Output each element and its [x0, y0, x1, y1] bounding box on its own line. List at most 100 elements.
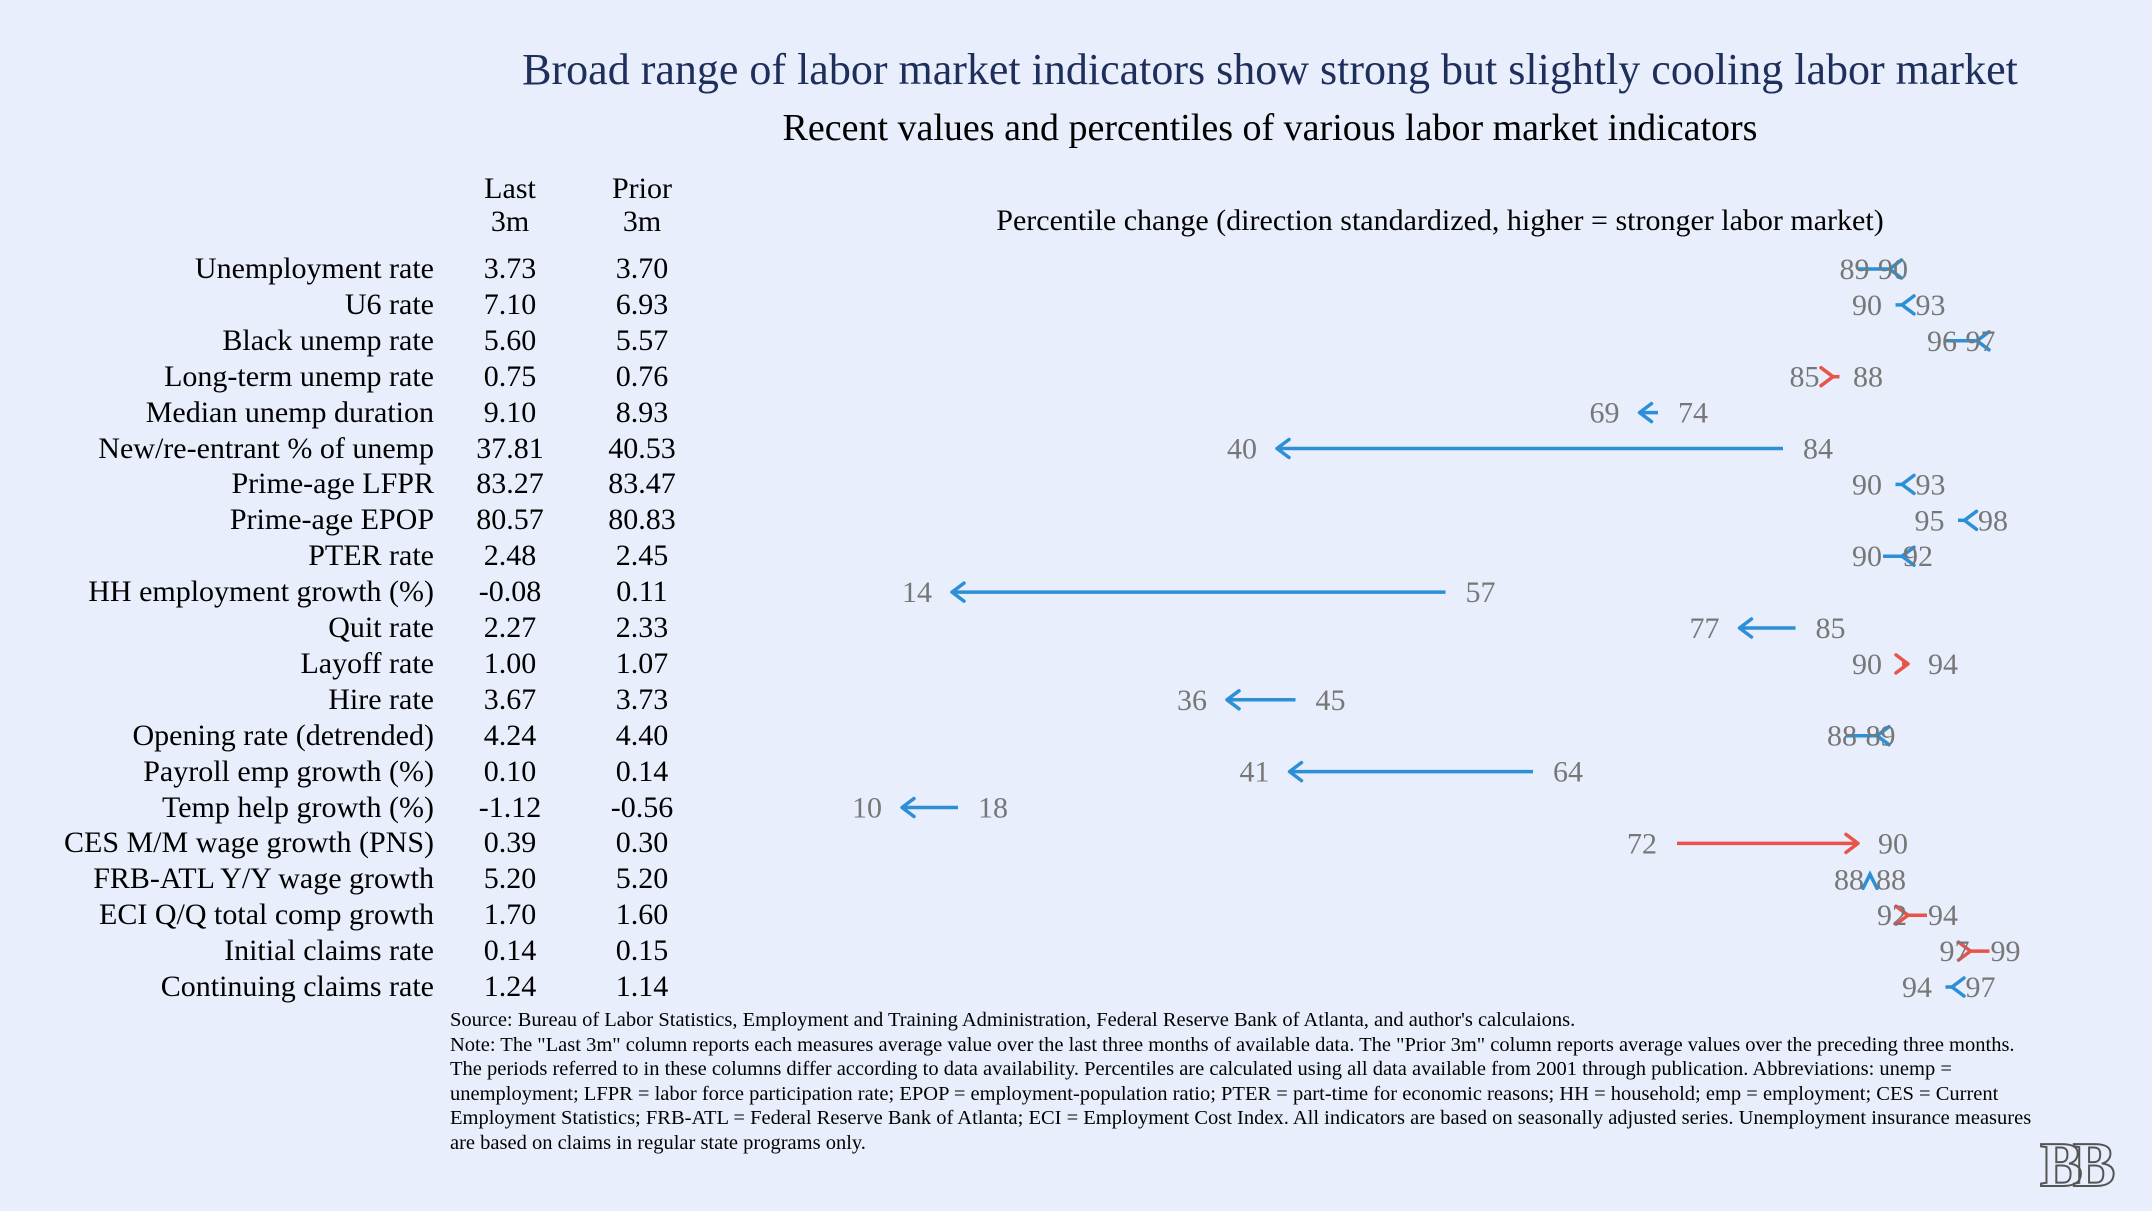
- percentile-prior-label: 64: [1553, 756, 1583, 789]
- no-change-marker: [1861, 870, 1879, 891]
- prior-3m-value: 6.93: [615, 287, 669, 321]
- arrow-head: [1956, 940, 1973, 962]
- arrow-head: [1275, 437, 1291, 460]
- arrow-head: [1950, 976, 1966, 998]
- prior-3m-value: 3.70: [615, 252, 669, 285]
- prior-3m-value: 80.83: [608, 503, 676, 537]
- percentile-prior-label: 45: [1316, 684, 1346, 717]
- indicator-label: U6 rate: [344, 287, 434, 321]
- percentile-last-label: 94: [1902, 971, 1932, 1004]
- indicator-label: Long-term unemp rate: [164, 359, 434, 393]
- table-row: FRB-ATL Y/Y wage growth 5.20 5.20: [0, 861, 700, 897]
- indicator-label: CES M/M wage growth (PNS): [63, 826, 434, 860]
- indicator-label: Prime-age LFPR: [231, 467, 435, 501]
- source-note: Source: Bureau of Labor Statistics, Empl…: [450, 1009, 1576, 1031]
- table-row: Opening rate (detrended) 4.24 4.40: [0, 718, 700, 754]
- last-3m-value: 5.20: [483, 862, 537, 896]
- indicator-label: Prime-age EPOP: [229, 503, 434, 537]
- last-3m-value: 5.60: [483, 323, 537, 357]
- percentile-prior-label: 89: [1866, 720, 1896, 753]
- table-row: HH employment growth (%) -0.08 0.11: [0, 574, 700, 610]
- percentile-prior-label: 98: [1978, 504, 2008, 537]
- last-3m-value: 3.67: [483, 682, 537, 716]
- prior-3m-value: 1.14: [615, 970, 669, 1003]
- last-3m-value: 3.73: [483, 252, 537, 285]
- arrow-head: [1225, 689, 1241, 711]
- percentile-last-label: 89: [1840, 253, 1870, 286]
- percentile-last-label: 14: [902, 576, 932, 609]
- table-row: Temp help growth (%) -1.12 -0.56: [0, 790, 700, 826]
- arrow-head: [1894, 653, 1910, 675]
- percentile-last-label: 88: [1853, 361, 1883, 394]
- last-3m-value: 1.00: [483, 646, 537, 680]
- prior-3m-value: 0.76: [615, 359, 669, 393]
- percentile-prior-label: 97: [1966, 971, 1996, 1004]
- indicator-label: HH employment growth (%): [88, 575, 434, 609]
- last-3m-value: 2.27: [483, 611, 537, 644]
- prior-3m-value: 3.73: [615, 682, 669, 716]
- percentile-last-label: 90: [1852, 468, 1882, 501]
- table-row: Layoff rate 1.00 1.07: [0, 646, 700, 682]
- table-row: Prime-age LFPR 83.27 83.47: [0, 466, 700, 502]
- prior-3m-value: 1.60: [615, 898, 669, 932]
- percentile-prior-label: 85: [1816, 612, 1846, 645]
- table-row: Initial claims rate 0.14 0.15: [0, 933, 700, 969]
- arrow-head: [900, 796, 916, 819]
- last-3m-value: -1.12: [478, 790, 542, 824]
- percentile-last-label: 69: [1590, 397, 1620, 430]
- last-3m-value: 83.27: [476, 467, 544, 501]
- prior-3m-value: 8.93: [615, 395, 669, 429]
- prior-3m-value: 1.07: [615, 646, 669, 680]
- table-row: Quit rate 2.27 2.33: [0, 610, 700, 646]
- percentile-prior-label: 97: [1940, 935, 1970, 968]
- last-3m-value: 4.24: [483, 718, 537, 752]
- arrow-head: [1962, 509, 1979, 532]
- percentile-last-label: 90: [1852, 289, 1882, 322]
- table-row: Black unemp rate 5.60 5.57: [0, 323, 700, 359]
- indicator-label: Unemployment rate: [194, 252, 434, 285]
- table-row: Hire rate 3.67 3.73: [0, 682, 700, 718]
- last-3m-value: 0.75: [483, 359, 537, 393]
- prior-3m-value: 4.40: [615, 718, 669, 752]
- percentile-last-label: 40: [1227, 433, 1257, 466]
- percentile-prior-label: 72: [1627, 827, 1657, 860]
- percentile-last-label: 94: [1928, 899, 1958, 932]
- chart-column-header: Percentile change (direction standardize…: [996, 204, 1884, 237]
- arrow-head: [1287, 760, 1304, 783]
- indicator-label: New/re-entrant % of unemp: [98, 431, 434, 465]
- table-row: PTER rate 2.48 2.45: [0, 538, 700, 574]
- prior-3m-value: 0.14: [615, 754, 669, 788]
- arrow-head: [1900, 473, 1916, 496]
- table-row: New/re-entrant % of unemp 37.81 40.53: [0, 431, 700, 467]
- last-3m-value: 1.24: [483, 970, 537, 1003]
- percentile-prior-label: 97: [1966, 325, 1996, 358]
- arrow-head: [1894, 904, 1910, 926]
- table-row: Long-term unemp rate 0.75 0.76: [0, 359, 700, 395]
- prior-3m-value: 0.30: [615, 826, 669, 860]
- percentile-last-label: 36: [1177, 684, 1207, 717]
- last-3m-value: 0.14: [483, 934, 537, 968]
- arrow-head: [1875, 724, 1891, 747]
- footnotes: Source: Bureau of Labor Statistics, Empl…: [450, 1008, 2050, 1155]
- percentile-last-label: 90: [1878, 827, 1908, 860]
- last-3m-value: -0.08: [478, 575, 542, 609]
- indicator-label: FRB-ATL Y/Y wage growth: [93, 862, 434, 896]
- arrow-head: [1844, 832, 1860, 855]
- last-3m-value: 2.48: [483, 539, 537, 573]
- percentile-last-label: 90: [1852, 540, 1882, 573]
- percentile-last-label: 88: [1834, 863, 1864, 896]
- indicator-label: Black unemp rate: [222, 323, 434, 357]
- last-3m-value: 0.10: [483, 754, 537, 788]
- indicator-label: Hire rate: [328, 682, 434, 716]
- chart-subtitle: Recent values and percentiles of various…: [782, 107, 1758, 149]
- arrow-head: [1637, 401, 1654, 424]
- indicator-label: Opening rate (detrended): [132, 718, 434, 752]
- arrow-head: [1737, 617, 1754, 639]
- arrow-head: [1819, 365, 1835, 388]
- table-row: Median unemp duration 9.10 8.93: [0, 395, 700, 431]
- arrow-head: [1975, 330, 1991, 352]
- last-3m-value: 9.10: [483, 395, 537, 429]
- percentile-prior-label: 90: [1878, 253, 1908, 286]
- arrow-head: [1900, 545, 1916, 567]
